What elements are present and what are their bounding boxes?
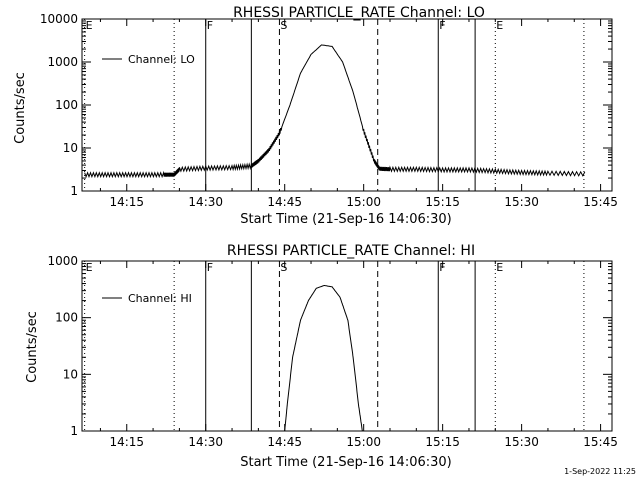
lo-legend-label: Channel: LO (128, 53, 195, 66)
lo-x-tick-label-4: 15:15 (425, 195, 460, 209)
lo-chart-title: RHESSI PARTICLE_RATE Channel: LO (233, 5, 485, 21)
hi-x-tick-label-0: 14:15 (109, 435, 144, 449)
hi-x-tick-label-4: 15:15 (425, 435, 460, 449)
hi-x-tick-label-5: 15:30 (504, 435, 539, 449)
footer-timestamp: 1-Sep-2022 11:25 (564, 467, 636, 476)
hi-marker-label-8: E (496, 261, 503, 274)
hi-x-axis-label: Start Time (21-Sep-16 14:06:30) (240, 455, 451, 470)
lo-channel-plot: RHESSI PARTICLE_RATE Channel: LO Counts/… (13, 5, 618, 227)
hi-chart-title: RHESSI PARTICLE_RATE Channel: HI (227, 243, 475, 259)
lo-y-tick-label-1: 10 (63, 141, 78, 155)
lo-marker-label-2: F (207, 19, 213, 32)
lo-x-tick-label-6: 15:45 (583, 195, 618, 209)
hi-marker-label-0: E (86, 261, 93, 274)
lo-marker-label-8: E (496, 19, 503, 32)
hi-x-tick-label-6: 15:45 (583, 435, 618, 449)
hi-marker-label-2: F (207, 261, 213, 274)
hi-y-tick-label-1: 10 (63, 367, 78, 381)
hi-y-tick-label-2: 100 (55, 311, 78, 325)
lo-x-tick-label-3: 15:00 (346, 195, 381, 209)
hi-marker-label-4: S (280, 261, 287, 274)
lo-x-axis-label: Start Time (21-Sep-16 14:06:30) (240, 212, 451, 227)
lo-series-line-0 (84, 44, 586, 179)
lo-y-tick-label-0: 1 (70, 184, 78, 198)
hi-x-tick-label-2: 14:45 (267, 435, 302, 449)
lo-x-tick-label-1: 14:30 (188, 195, 223, 209)
lo-marker-label-0: E (86, 19, 93, 32)
lo-y-tick-label-4: 10000 (40, 12, 78, 26)
hi-y-axis-label: Counts/sec (25, 311, 40, 383)
lo-x-tick-label-2: 14:45 (267, 195, 302, 209)
lo-x-tick-label-5: 15:30 (504, 195, 539, 209)
lo-y-axis-label: Counts/sec (13, 72, 28, 144)
hi-y-tick-label-3: 1000 (47, 254, 78, 268)
lo-x-tick-label-0: 14:15 (109, 195, 144, 209)
hi-plot-frame (81, 260, 613, 432)
lo-legend: Channel: LO (102, 53, 195, 66)
hi-legend-label: Channel: HI (128, 292, 192, 305)
hi-legend: Channel: HI (102, 292, 192, 305)
lo-y-tick-label-3: 1000 (47, 55, 78, 69)
lo-y-tick-label-2: 100 (55, 98, 78, 112)
hi-y-tick-label-0: 1 (70, 424, 78, 438)
hi-x-tick-label-1: 14:30 (188, 435, 223, 449)
hi-channel-plot: RHESSI PARTICLE_RATE Channel: HI Counts/… (25, 243, 618, 470)
hi-series-line-0 (284, 285, 363, 432)
lo-marker-label-4: S (280, 19, 287, 32)
hi-x-tick-label-3: 15:00 (346, 435, 381, 449)
